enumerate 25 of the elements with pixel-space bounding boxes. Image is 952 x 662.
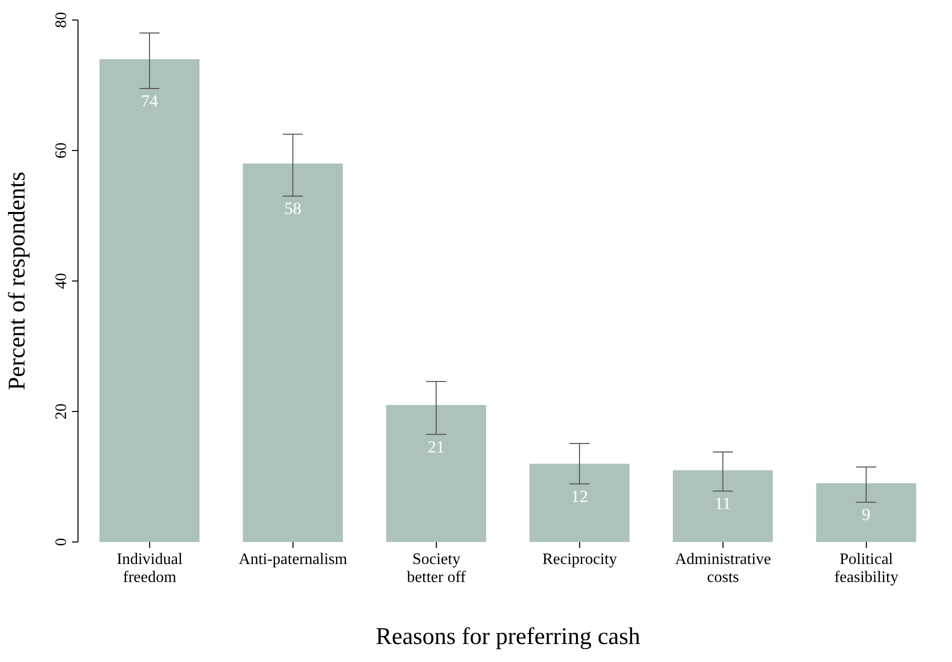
x-tick-label: Administrative costs xyxy=(675,551,771,586)
data-label: 58 xyxy=(284,199,302,218)
bar xyxy=(100,59,200,542)
y-axis-title: Percent of respondents xyxy=(4,172,31,390)
x-tick-label: Anti-paternalism xyxy=(238,551,348,568)
data-label: 74 xyxy=(141,92,158,111)
y-tick-label: 80 xyxy=(53,12,70,28)
y-tick-label: 40 xyxy=(53,273,70,289)
x-axis-title: Reasons for preferring cash xyxy=(376,624,640,650)
bar xyxy=(672,470,773,542)
data-label: 21 xyxy=(428,437,445,456)
bar xyxy=(816,483,916,542)
y-tick-label: 0 xyxy=(53,538,70,546)
data-label: 11 xyxy=(714,494,732,514)
x-tick-label: Political feasibility xyxy=(834,551,898,586)
x-tick-label: Society better off xyxy=(406,551,466,586)
data-label: 12 xyxy=(571,486,588,506)
bar xyxy=(386,404,486,542)
bar xyxy=(242,164,343,542)
x-tick-label: Reciprocity xyxy=(542,551,617,568)
data-label: 9 xyxy=(862,505,870,524)
y-tick-label: 20 xyxy=(53,404,70,420)
y-tick-label: 60 xyxy=(53,142,70,158)
bar xyxy=(530,464,630,542)
x-tick-label: Individual freedom xyxy=(116,551,184,586)
